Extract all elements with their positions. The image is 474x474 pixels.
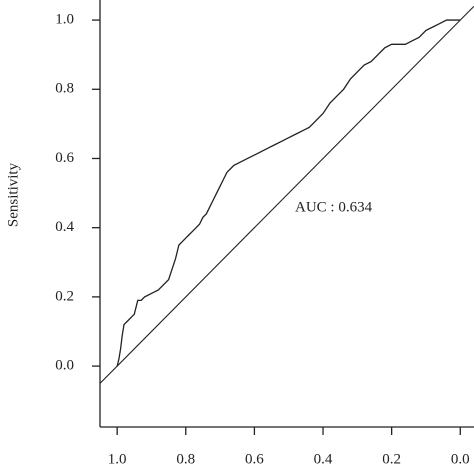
annotation: AUC : 0.634 — [295, 199, 373, 215]
reference-line — [99, 5, 474, 384]
x-tick-label: 0.0 — [451, 451, 470, 467]
y-tick-label: 0.0 — [55, 358, 74, 374]
y-tick-label: 0.4 — [55, 219, 74, 235]
y-axis-title: Sensitivity — [5, 162, 21, 227]
x-tick-label: 0.6 — [245, 451, 264, 467]
y-tick-label: 0.2 — [55, 288, 74, 304]
x-tick-label: 0.4 — [314, 451, 333, 467]
x-tick-label: 1.0 — [108, 451, 127, 467]
y-tick-label: 1.0 — [55, 12, 74, 28]
roc-curve — [116, 19, 461, 367]
y-tick-label: 0.6 — [55, 150, 74, 166]
x-tick-label: 0.8 — [176, 451, 195, 467]
x-tick-label: 0.2 — [382, 451, 401, 467]
y-tick-label: 0.8 — [55, 81, 74, 97]
